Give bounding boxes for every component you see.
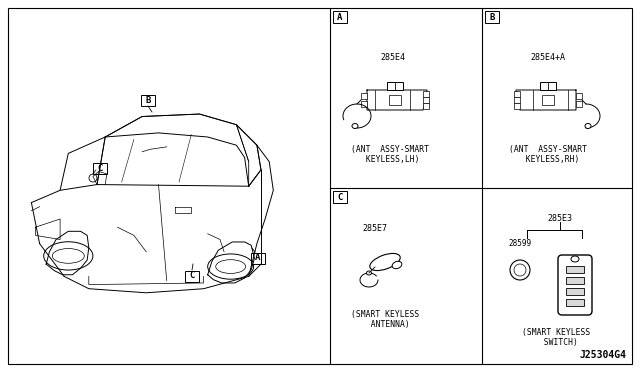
Text: 28599: 28599	[508, 238, 532, 247]
FancyBboxPatch shape	[558, 255, 592, 315]
Bar	[540, 82, 556, 90]
Bar	[485, 11, 499, 23]
Bar	[387, 82, 403, 90]
Bar	[141, 94, 155, 106]
Text: C: C	[97, 164, 102, 173]
Bar	[514, 97, 520, 103]
Ellipse shape	[585, 124, 591, 128]
Ellipse shape	[370, 253, 400, 270]
Bar	[566, 298, 584, 305]
Bar	[566, 288, 584, 295]
Bar	[566, 276, 584, 283]
Bar	[514, 91, 520, 97]
Bar	[514, 103, 520, 109]
Polygon shape	[367, 90, 427, 110]
Text: J25304G4: J25304G4	[579, 350, 626, 360]
Bar	[423, 103, 429, 109]
Text: C: C	[337, 192, 342, 202]
Text: 285E7: 285E7	[362, 224, 387, 232]
Bar	[333, 191, 347, 203]
Bar	[542, 95, 554, 105]
Text: (ANT  ASSY-SMART
 KEYLESS,LH): (ANT ASSY-SMART KEYLESS,LH)	[351, 145, 429, 164]
Text: 285E3: 285E3	[547, 214, 573, 222]
Bar	[361, 93, 367, 99]
Text: (ANT  ASSY-SMART
  KEYLESS,RH): (ANT ASSY-SMART KEYLESS,RH)	[509, 145, 587, 164]
Text: C: C	[189, 272, 195, 280]
Bar	[251, 253, 265, 263]
Text: (SMART KEYLESS
  ANTENNA): (SMART KEYLESS ANTENNA)	[351, 310, 419, 329]
Polygon shape	[516, 90, 576, 110]
Bar	[93, 163, 107, 173]
Bar	[423, 91, 429, 97]
Ellipse shape	[367, 271, 371, 275]
Bar	[389, 95, 401, 105]
Bar	[566, 266, 584, 273]
Bar	[576, 101, 582, 107]
Text: A: A	[255, 253, 260, 263]
Bar	[361, 101, 367, 107]
Text: B: B	[490, 13, 495, 22]
Ellipse shape	[392, 261, 402, 269]
Bar	[333, 11, 347, 23]
Text: 285E4: 285E4	[381, 52, 406, 61]
Text: B: B	[145, 96, 150, 105]
Text: A: A	[337, 13, 342, 22]
Bar	[185, 270, 199, 282]
Bar	[423, 97, 429, 103]
Ellipse shape	[352, 124, 358, 128]
Text: 285E4+A: 285E4+A	[531, 52, 566, 61]
Ellipse shape	[571, 256, 579, 262]
Text: (SMART KEYLESS
  SWITCH): (SMART KEYLESS SWITCH)	[522, 328, 590, 347]
Bar	[576, 93, 582, 99]
